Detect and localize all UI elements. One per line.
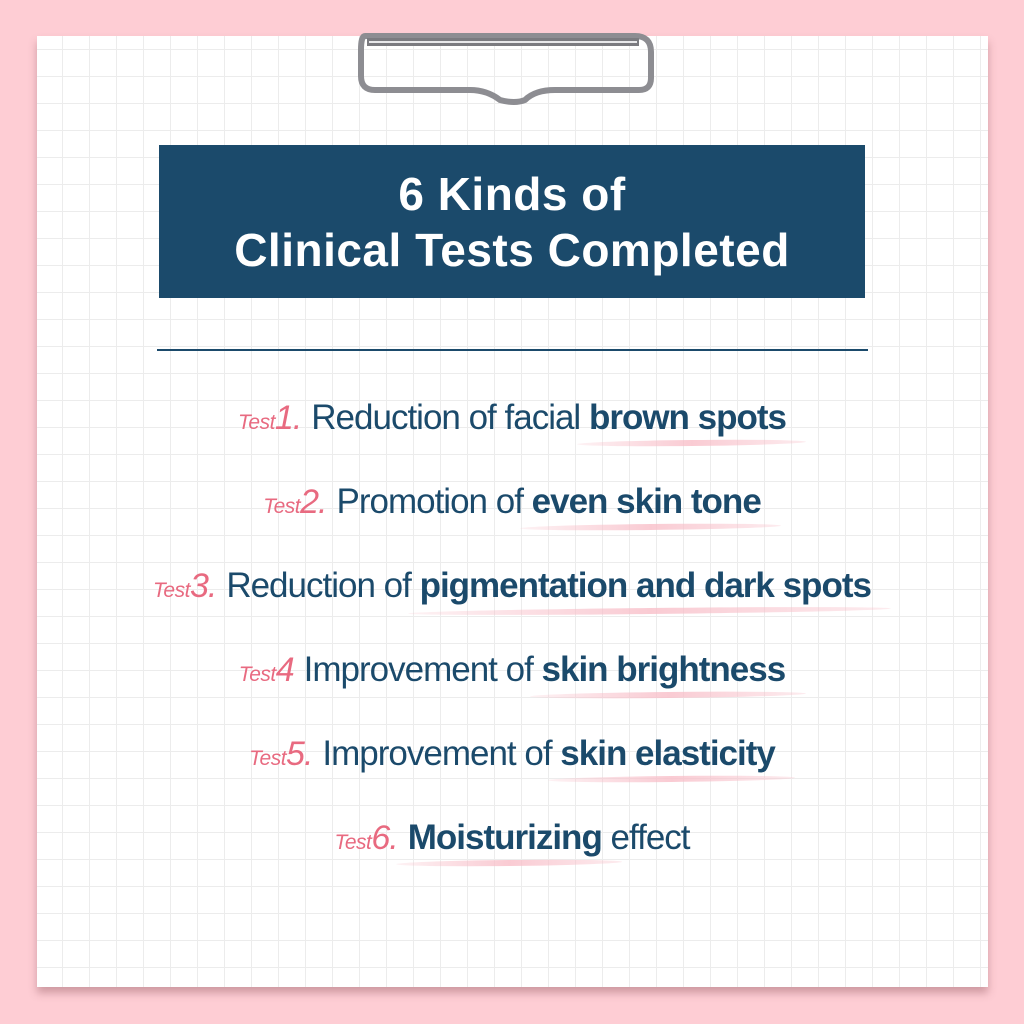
test-number: 1. [274, 399, 302, 437]
test-text: Reduction of facial [311, 398, 589, 437]
test-item: Test2. Promotion of even skin tone [0, 482, 1024, 522]
test-tag: Test [237, 411, 275, 434]
test-text: Reduction of [226, 566, 420, 605]
test-item: Test4 Improvement of skin brightness [0, 650, 1024, 690]
test-item: Test1. Reduction of facial brown spots [0, 398, 1024, 438]
test-text: Improvement of [322, 734, 561, 773]
test-highlight: skin brightness [541, 650, 787, 689]
test-tag: Test [249, 747, 287, 770]
divider [157, 349, 868, 351]
test-tag: Test [334, 831, 372, 854]
test-item: Test6. Moisturizing effect [0, 818, 1024, 858]
test-highlight: brown spots [588, 398, 787, 437]
test-highlight: pigmentation and dark spots [419, 566, 872, 605]
test-suffix: effect [601, 818, 691, 857]
title-line-2: Clinical Tests Completed [234, 223, 790, 276]
test-number: 6. [371, 819, 398, 857]
test-highlight: even skin tone [531, 482, 762, 521]
test-item: Test3. Reduction of pigmentation and dark… [0, 566, 1024, 606]
test-tag: Test [263, 495, 301, 518]
test-text: Promotion of [336, 482, 532, 521]
test-tag: Test [238, 663, 276, 686]
test-number: 2. [300, 483, 327, 521]
test-tag: Test [153, 579, 190, 602]
test-highlight: Moisturizing [407, 818, 603, 857]
title-line-1: 6 Kinds of [398, 167, 626, 220]
clipboard-clip-icon [358, 33, 654, 105]
test-number: 3. [189, 567, 217, 605]
page-title: 6 Kinds of Clinical Tests Completed [159, 145, 865, 298]
test-text: Improvement of [303, 650, 542, 689]
test-number: 5. [286, 735, 313, 773]
test-item: Test5. Improvement of skin elasticity [0, 734, 1024, 774]
test-number: 4 [275, 651, 295, 689]
test-highlight: skin elasticity [560, 734, 776, 773]
